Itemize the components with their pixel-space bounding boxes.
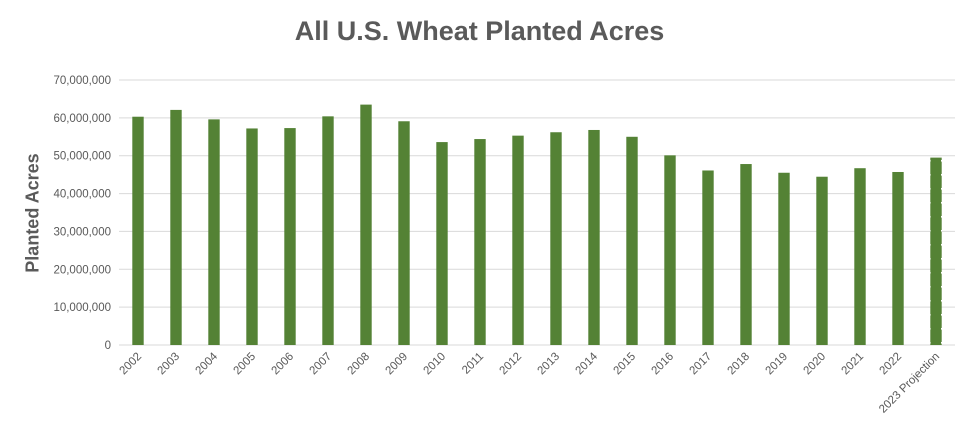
bar-2009: [398, 121, 410, 345]
y-tick-label: 70,000,000: [53, 75, 111, 87]
bar-2010: [436, 142, 448, 345]
x-tick-label: 2017: [688, 351, 715, 378]
y-tick-label: 60,000,000: [53, 113, 111, 125]
bar-2005: [246, 128, 258, 345]
bar-2002: [132, 116, 144, 345]
bar-2003: [170, 109, 182, 346]
bar-2006: [284, 128, 296, 345]
bar-2023-projection: [930, 157, 942, 345]
bar-2008: [360, 104, 372, 345]
gridlines: [119, 79, 955, 346]
x-tick-label: 2015: [612, 351, 639, 378]
x-tick-label: 2016: [650, 351, 677, 378]
y-tick-label: 50,000,000: [53, 151, 111, 163]
bar-2014: [588, 129, 600, 345]
x-tick-label: 2012: [498, 351, 525, 378]
x-tick-label: 2018: [726, 351, 753, 378]
x-tick-label: 2003: [156, 351, 183, 378]
x-tick-label: 2022: [878, 351, 905, 378]
x-tick-label: 2011: [460, 351, 486, 377]
bar-2018: [740, 164, 752, 345]
x-tick-label: 2008: [346, 351, 373, 378]
y-tick-label: 40,000,000: [53, 189, 111, 201]
bar-2015: [626, 136, 638, 345]
bar-2011: [474, 139, 486, 345]
x-tick-label: 2013: [536, 351, 563, 378]
x-tick-label: 2002: [118, 351, 145, 378]
x-tick-label: 2020: [802, 351, 829, 378]
y-tick-label: 0: [105, 340, 111, 352]
y-tick-label: 20,000,000: [53, 264, 111, 276]
x-tick-label: 2021: [840, 351, 867, 378]
chart-title: All U.S. Wheat Planted Acres: [294, 16, 665, 46]
bars: [132, 104, 942, 346]
x-tick-label: 2009: [384, 351, 411, 378]
x-tick-label: 2010: [422, 351, 449, 378]
bar-2016: [664, 155, 676, 345]
x-axis-ticks: 2002 2003 2004 2005 2006 2007 2008 2009 2010 2011…: [118, 350, 943, 415]
bar-2022: [892, 171, 904, 345]
bar-2004: [208, 119, 220, 345]
y-axis-ticks: 0 10,000,000 20,000,000 30,000,000 40,000,00…: [53, 75, 111, 352]
x-tick-label: 2005: [232, 351, 259, 378]
bar-2013: [550, 132, 562, 345]
x-tick-label: 2006: [270, 351, 297, 378]
x-tick-label: 2007: [308, 351, 335, 378]
bar-2007: [322, 116, 334, 345]
y-tick-label: 10,000,000: [53, 302, 111, 314]
y-tick-label: 30,000,000: [53, 226, 111, 238]
bar-2017: [702, 170, 714, 345]
bar-2019: [778, 172, 790, 345]
x-tick-label: 2014: [574, 350, 601, 377]
bar-2012: [512, 135, 524, 345]
bar-2021: [854, 168, 866, 345]
bar-2020: [816, 176, 828, 345]
x-tick-label: 2004: [194, 350, 221, 377]
x-tick-label: 2019: [764, 351, 791, 378]
